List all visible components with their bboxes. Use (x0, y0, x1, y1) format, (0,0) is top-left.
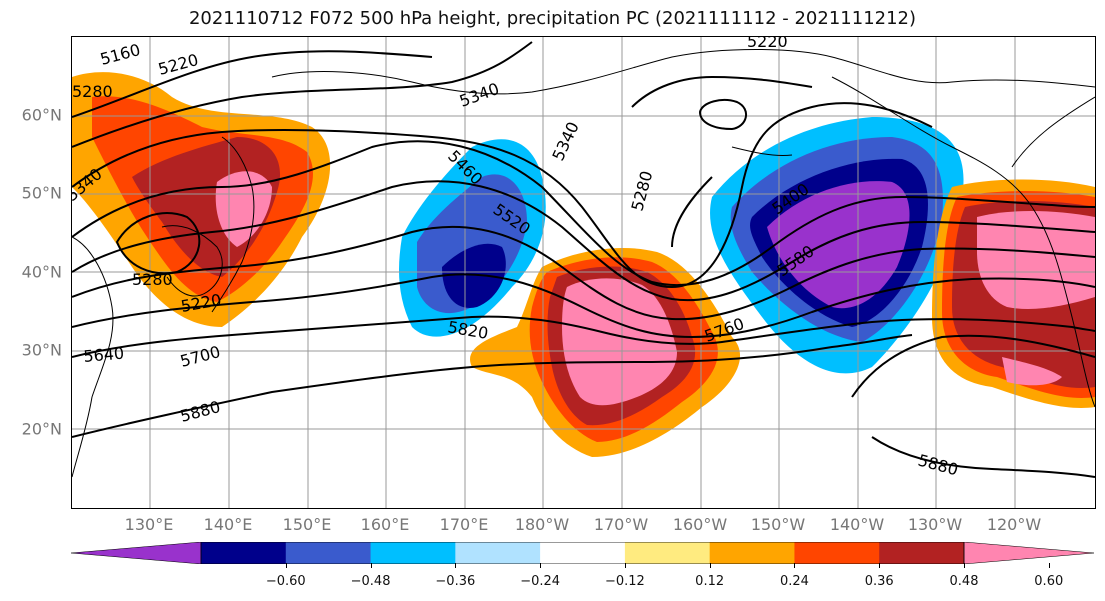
map-title: 2021110712 F072 500 hPa height, precipit… (188, 8, 917, 29)
precip-positive-japan (72, 72, 331, 328)
height-contours (72, 41, 1095, 478)
contour-label: 5160 (98, 40, 142, 69)
contour-label: 5880 (178, 397, 222, 426)
colorbar-tick-label: −0.12 (604, 574, 645, 589)
lon-label: 130°E (124, 515, 174, 534)
contour-label: 5280 (72, 82, 113, 101)
colorbar-extend-min (71, 542, 202, 564)
lat-label: 30°N (21, 340, 62, 360)
colorbar-segment (540, 542, 626, 564)
contour-label: 5700 (178, 342, 222, 371)
contour-label: 5820 (446, 317, 489, 343)
lon-label: 150°E (282, 515, 332, 534)
lon-label: 160°W (672, 515, 728, 534)
contour-label: 5220 (156, 50, 200, 79)
lon-label: 140°W (829, 515, 885, 534)
colorbar-tickmark (285, 563, 287, 568)
colorbar-tick-label: −0.60 (265, 574, 306, 589)
lon-label: 150°W (750, 515, 806, 534)
precip-negative-ne (710, 117, 964, 374)
colorbar-frame (200, 542, 965, 564)
colorbar-extend-max (963, 542, 1094, 564)
contour-label: 5280 (132, 270, 173, 289)
lat-label: 20°N (21, 419, 62, 439)
contour-label: 5340 (457, 79, 502, 111)
colorbar-segment (879, 542, 965, 564)
contour-label: 5640 (83, 344, 125, 366)
colorbar-segment (794, 542, 880, 564)
colorbar-tickmark (709, 563, 711, 568)
lat-label: 60°N (21, 105, 62, 125)
lon-label: 130°W (907, 515, 963, 534)
colorbar-tickmark (624, 563, 626, 568)
lon-label: 120°W (986, 515, 1042, 534)
lon-label: 160°E (360, 515, 410, 534)
colorbar-tickmark (540, 563, 542, 568)
map-svg: 5160 5220 5280 5340 5340 5220 5460 5520 … (72, 37, 1095, 508)
colorbar-tickmark (964, 563, 965, 568)
colorbar-tick-label: 0.36 (864, 574, 894, 589)
precip-positive-westcoast (932, 179, 1095, 408)
contour-label: 5280 (628, 169, 657, 213)
lon-label: 140°E (203, 515, 253, 534)
colorbar-tickmark (1048, 563, 1050, 568)
lon-label: 170°E (439, 515, 489, 534)
colorbar-segment (201, 542, 287, 564)
colorbar-tickmark (794, 563, 796, 568)
map-panel: 5160 5220 5280 5340 5340 5220 5460 5520 … (71, 36, 1096, 509)
contour-label: 5220 (747, 37, 788, 51)
colorbar (71, 542, 1094, 564)
colorbar-segment (455, 542, 541, 564)
contour-label: 5340 (548, 119, 582, 164)
colorbar-segment (285, 542, 372, 564)
lon-label: 170°W (593, 515, 649, 534)
colorbar-segment (624, 542, 711, 564)
colorbar-tick-label: −0.24 (520, 574, 561, 589)
contour-label: 5880 (916, 451, 960, 480)
colorbar-tickmark (370, 563, 372, 568)
colorbar-tickmark (879, 563, 881, 568)
lat-label: 50°N (21, 183, 62, 203)
lon-label: 180°W (514, 515, 570, 534)
graticule (72, 37, 1095, 508)
lat-label: 40°N (21, 262, 62, 282)
precip-positive-central (470, 247, 741, 457)
colorbar-segment (709, 542, 795, 564)
colorbar-tick-label: −0.36 (435, 574, 476, 589)
colorbar-segment (370, 542, 456, 564)
colorbar-tick-label: 0.24 (779, 574, 809, 589)
colorbar-tick-label: 0.48 (949, 574, 979, 589)
colorbar-tick-label: 0.12 (695, 574, 725, 589)
colorbar-tick-label: −0.48 (350, 574, 391, 589)
colorbar-tick-label: 0.60 (1034, 574, 1064, 589)
colorbar-tickmark (455, 563, 457, 568)
